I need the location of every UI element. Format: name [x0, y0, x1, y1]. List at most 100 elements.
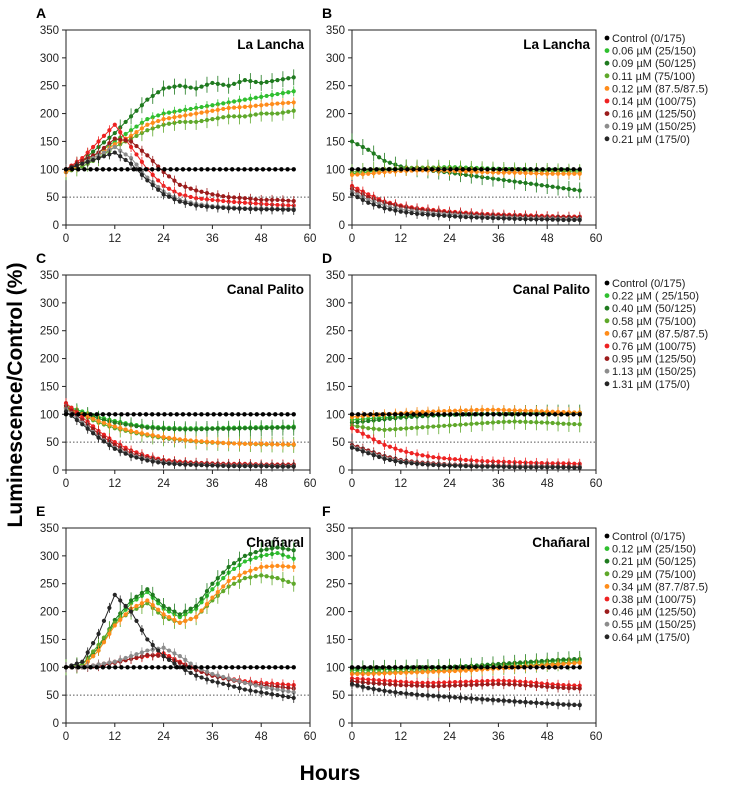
- series-s8: [349, 679, 582, 711]
- data-point: [112, 136, 117, 141]
- data-point: [188, 202, 193, 207]
- legend-entry: 0.34 µM (87.7/87.5): [612, 581, 708, 593]
- data-point: [393, 670, 398, 676]
- data-point: [101, 145, 107, 151]
- data-point: [150, 126, 155, 131]
- legend-entry: 0.22 µM ( 25/150): [612, 291, 699, 303]
- data-point: [496, 464, 501, 469]
- data-point: [550, 685, 555, 690]
- y-tick-label: 0: [53, 718, 59, 730]
- data-point: [447, 694, 452, 699]
- data-point: [380, 665, 385, 670]
- data-point: [371, 426, 376, 431]
- data-point: [469, 696, 474, 701]
- y-tick-label: 0: [339, 220, 345, 232]
- series-s3: [349, 413, 582, 438]
- data-point: [447, 213, 452, 219]
- data-point: [204, 82, 210, 87]
- data-point: [275, 197, 280, 203]
- data-point: [150, 115, 155, 120]
- data-point: [134, 455, 139, 460]
- x-tick-label: 60: [590, 731, 603, 743]
- y-tick-label: 0: [339, 465, 345, 477]
- data-point: [550, 465, 555, 470]
- data-point: [286, 685, 291, 691]
- legend-marker: [604, 111, 610, 116]
- data-point: [118, 154, 123, 159]
- x-tick-label: 48: [255, 478, 268, 490]
- x-tick-label: 12: [394, 731, 407, 743]
- data-point: [555, 685, 561, 690]
- data-point: [362, 665, 367, 670]
- legend-marker: [604, 596, 610, 602]
- legend-marker: [604, 123, 610, 129]
- data-point: [393, 682, 398, 687]
- data-point: [205, 412, 210, 417]
- data-point: [561, 657, 566, 662]
- x-tick-label: 48: [255, 731, 268, 743]
- data-point: [540, 665, 546, 670]
- data-point: [286, 547, 291, 552]
- data-point: [528, 683, 534, 688]
- data-point: [355, 172, 360, 177]
- data-point: [409, 680, 414, 685]
- y-tick-label: 50: [46, 690, 59, 702]
- y-tick-label: 100: [326, 164, 345, 176]
- panel-letter: D: [322, 250, 332, 266]
- data-point: [161, 654, 166, 659]
- data-point: [501, 419, 506, 424]
- data-point: [242, 553, 248, 558]
- data-point: [269, 207, 275, 212]
- data-point: [572, 702, 577, 708]
- data-point: [264, 564, 269, 569]
- data-point: [497, 167, 502, 172]
- data-point: [166, 657, 172, 662]
- data-point: [180, 665, 186, 670]
- data-point: [194, 462, 199, 468]
- data-point: [260, 167, 266, 172]
- data-point: [555, 702, 561, 707]
- data-point: [431, 680, 436, 685]
- y-tick-label: 250: [326, 326, 345, 338]
- series-s4: [63, 561, 296, 673]
- data-point: [134, 162, 139, 167]
- data-point: [123, 152, 128, 157]
- data-point: [411, 167, 416, 172]
- data-point: [286, 76, 291, 81]
- data-point: [377, 671, 382, 676]
- data-point: [405, 665, 410, 670]
- data-point: [393, 427, 398, 432]
- data-point: [248, 167, 253, 172]
- data-point: [454, 665, 459, 670]
- data-point: [360, 425, 365, 430]
- series-s5: [349, 423, 582, 469]
- data-point: [442, 680, 447, 685]
- data-point: [480, 407, 485, 412]
- data-point: [101, 618, 107, 623]
- data-point: [442, 683, 447, 688]
- data-point: [539, 465, 544, 470]
- legend-marker: [604, 60, 610, 66]
- data-point: [387, 416, 393, 421]
- data-point: [253, 207, 258, 212]
- data-point: [82, 665, 87, 670]
- data-point: [496, 698, 501, 703]
- legend-entry: 0.40 µM (50/125): [612, 303, 696, 315]
- data-point: [177, 119, 182, 125]
- data-point: [128, 156, 134, 161]
- data-point: [474, 407, 479, 413]
- data-point: [172, 427, 177, 432]
- data-point: [275, 202, 280, 208]
- data-point: [166, 435, 172, 440]
- data-point: [242, 680, 248, 685]
- data-point: [496, 170, 501, 175]
- data-point: [91, 144, 96, 150]
- data-point: [106, 412, 112, 417]
- data-point: [231, 99, 237, 104]
- data-point: [204, 439, 210, 444]
- data-point: [112, 623, 117, 628]
- y-tick-label: 150: [40, 136, 59, 148]
- data-point: [161, 111, 166, 116]
- data-point: [503, 665, 509, 670]
- data-point: [409, 691, 414, 697]
